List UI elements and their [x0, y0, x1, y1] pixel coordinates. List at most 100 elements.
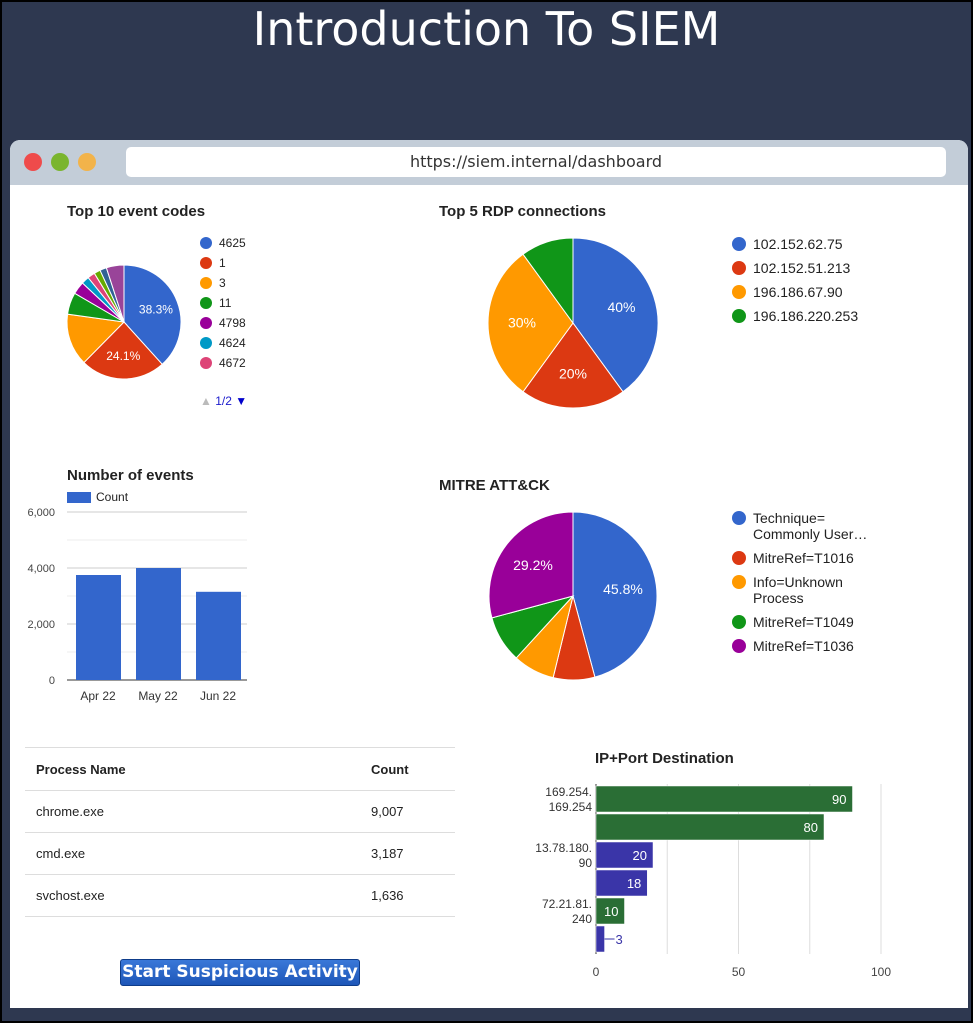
y-tick-label: 4,000 [27, 563, 55, 575]
table-row[interactable]: cmd.exe 3,187 [25, 832, 455, 875]
legend-item[interactable]: 1 [200, 256, 246, 270]
pie-data-label: 29.2% [513, 557, 553, 573]
pie-slice [522, 237, 574, 325]
legend-label: 4798 [219, 316, 246, 330]
pie-slice [123, 264, 182, 365]
legend-item[interactable]: 196.186.220.253 [732, 308, 858, 324]
bar-data-label: 10 [604, 904, 618, 919]
pie-slice [572, 237, 659, 393]
page-title: Introduction To SIEM [252, 2, 721, 56]
legend-swatch [732, 551, 746, 565]
y-tick-label: 2,000 [27, 619, 55, 631]
events-title: Number of events [67, 467, 194, 484]
legend-swatch [732, 615, 746, 629]
legend-swatch [732, 261, 746, 275]
mitre-title: MITRE ATT&CK [439, 477, 550, 494]
close-window-button[interactable] [24, 153, 42, 171]
legend-item[interactable]: Technique= Commonly User… [732, 510, 872, 542]
pie-slice [572, 511, 658, 678]
bar [196, 591, 241, 680]
legend-label: 102.152.51.213 [753, 260, 851, 276]
minimize-window-button[interactable] [78, 153, 96, 171]
pager-down-icon[interactable]: ▼ [235, 394, 248, 408]
legend-item[interactable]: 4798 [200, 316, 246, 330]
legend-swatch [732, 639, 746, 653]
y-tick-label: 240 [572, 912, 592, 926]
process-count: 9,007 [360, 790, 455, 833]
y-tick-label: 6,000 [27, 507, 55, 519]
legend-label: 4625 [219, 236, 246, 250]
pie-slice [83, 321, 163, 380]
legend-item[interactable]: 4625 [200, 236, 246, 250]
legend-item[interactable]: 102.152.51.213 [732, 260, 858, 276]
legend-item[interactable]: 102.152.62.75 [732, 236, 858, 252]
legend-swatch [200, 297, 212, 309]
legend-pager[interactable]: ▲ 1/2 ▼ [200, 394, 247, 408]
legend-item[interactable]: 3 [200, 276, 246, 290]
legend-item[interactable]: 11 [200, 296, 246, 310]
legend-swatch [732, 309, 746, 323]
address-bar[interactable]: https://siem.internal/dashboard [126, 147, 946, 177]
legend-label: 3 [219, 276, 226, 290]
x-tick-label: May 22 [138, 689, 178, 703]
x-tick-label: 100 [871, 965, 891, 979]
browser-window: https://siem.internal/dashboard Top 10 e… [10, 140, 968, 1008]
legend-label: 1 [219, 256, 226, 270]
pager-up-icon[interactable]: ▲ [200, 394, 212, 408]
legend-label: 4672 [219, 356, 246, 370]
rdp-title: Top 5 RDP connections [439, 203, 606, 220]
legend-item[interactable]: MitreRef=T1016 [732, 550, 872, 566]
y-tick-label: 90 [579, 856, 593, 870]
start-suspicious-activity-button[interactable]: Start Suspicious Activity [120, 959, 360, 986]
legend-label: 4624 [219, 336, 246, 350]
top10-legend: 4625 1 3 11 4798 4624 4672 [200, 236, 246, 376]
charts-canvas: 38.3% 24.1% 40% 20% 30% 45.8% 29.2% 0 2,000 4,000… [27, 237, 891, 979]
pie-data-label: 40% [607, 299, 635, 315]
table-row[interactable]: svchost.exe 1,636 [25, 874, 455, 917]
legend-swatch [200, 237, 212, 249]
process-name: svchost.exe [25, 874, 360, 917]
maximize-window-button[interactable] [51, 153, 69, 171]
legend-label: Count [96, 490, 129, 504]
legend-label: 196.186.220.253 [753, 308, 859, 324]
legend-item[interactable]: MitreRef=T1036 [732, 638, 872, 654]
table-row[interactable]: chrome.exe 9,007 [25, 790, 455, 833]
legend-item[interactable]: 4672 [200, 356, 246, 370]
legend-label: Info=Unknown Process [753, 574, 843, 606]
process-count: 3,187 [360, 832, 455, 875]
x-tick-label: Jun 22 [200, 689, 236, 703]
bar-data-label: 3 [616, 932, 623, 947]
y-tick-label: 72.21.81. [542, 897, 592, 911]
process-name: cmd.exe [25, 832, 360, 875]
pie-data-label: 30% [508, 315, 536, 331]
ipport-title: IP+Port Destination [595, 750, 734, 767]
legend-item[interactable]: MitreRef=T1049 [732, 614, 872, 630]
x-tick-label: 0 [593, 965, 600, 979]
legend-swatch [200, 337, 212, 349]
pie-slice [66, 313, 126, 364]
bar [595, 785, 853, 813]
y-tick-label: 169.254. [545, 785, 592, 799]
legend-swatch [200, 317, 212, 329]
pie-data-label: 45.8% [603, 581, 643, 597]
bar-data-label: 80 [804, 820, 818, 835]
pie-slice [105, 264, 125, 323]
legend-swatch [732, 237, 746, 251]
legend-item[interactable]: 4624 [200, 336, 246, 350]
bar-data-label: 18 [627, 876, 641, 891]
y-tick-label: 169.254 [549, 800, 593, 814]
legend-label: MitreRef=T1049 [753, 614, 854, 630]
legend-item[interactable]: 196.186.67.90 [732, 284, 858, 300]
legend-item[interactable]: Info=Unknown Process [732, 574, 872, 606]
y-tick-label: 13.78.180. [535, 841, 592, 855]
bar [595, 869, 648, 897]
legend-label: 11 [219, 296, 232, 310]
legend-swatch [732, 285, 746, 299]
bar [595, 897, 625, 925]
legend-swatch [200, 357, 212, 369]
mitre-legend: Technique= Commonly User… MitreRef=T1016 I… [732, 510, 872, 662]
pie-data-label: 24.1% [106, 349, 140, 363]
process-table: Process Name Count chrome.exe 9,007 cmd.e… [25, 747, 455, 917]
pie-data-label: 38.3% [139, 303, 173, 317]
pie-slice [488, 511, 574, 619]
